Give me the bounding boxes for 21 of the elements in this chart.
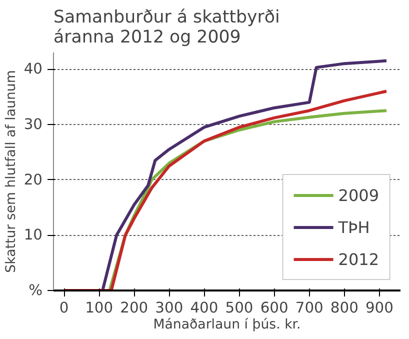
x-tick-label: 300 [155, 300, 184, 316]
legend-label: TÞH [338, 218, 370, 236]
x-tick-label: 700 [295, 300, 324, 316]
y-tick-label: 40 [24, 60, 43, 78]
legend-label: 2009 [338, 186, 379, 204]
x-tick-label: 900 [365, 300, 394, 316]
y-tick-label: % [28, 282, 43, 299]
x-tick-label: 0 [59, 300, 69, 316]
y-tick-label: 10 [24, 226, 43, 244]
chart-title: Samanburður á skattbyrði áranna 2012 og 2009 [54, 8, 280, 48]
x-tick-label: 800 [330, 300, 358, 316]
y-tick-label: 30 [24, 116, 43, 133]
x-tick-label: 100 [85, 300, 114, 316]
x-tick-label: 400 [190, 300, 218, 316]
x-tick-label: 200 [120, 300, 148, 316]
x-tick-label: 500 [225, 300, 254, 316]
legend-label: 2012 [338, 250, 379, 268]
y-axis-title: Skattur sem hlutfall af launum [4, 70, 19, 273]
y-tick-label: 20 [24, 171, 43, 188]
x-axis-title: Mánaðarlaun í þús. kr. [153, 318, 301, 332]
x-tick-label: 600 [260, 300, 288, 316]
